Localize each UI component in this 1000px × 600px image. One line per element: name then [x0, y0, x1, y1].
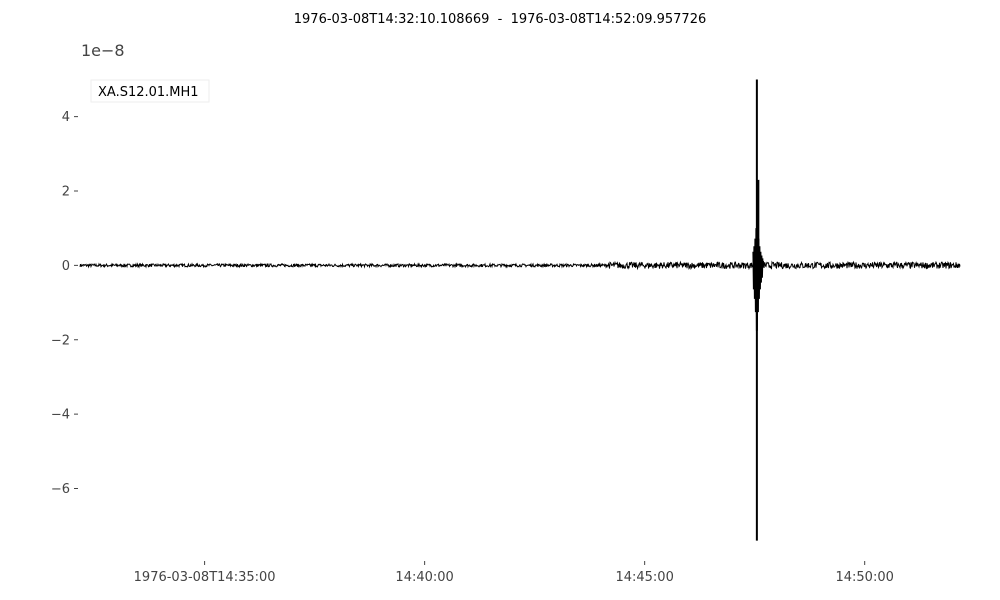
y-tick-label: 0	[62, 259, 70, 274]
y-tick-label: 4	[62, 110, 70, 125]
x-axis: 1976-03-08T14:35:00 14:40:00 14:45:00 14:50…	[134, 561, 894, 585]
x-tick-label: 14:50:00	[835, 570, 893, 585]
x-tick-label: 14:40:00	[395, 570, 453, 585]
x-tick-label: 1976-03-08T14:35:00	[134, 570, 276, 585]
trace-burst	[753, 241, 765, 273]
trace-group	[79, 79, 961, 541]
y-axis: −6 −4 −2 0 2 4	[51, 110, 78, 497]
chart-title: 1976-03-08T14:32:10.108669 - 1976-03-08T…	[293, 12, 707, 27]
y-exponent-label: 1e−8	[81, 41, 125, 60]
legend-frame	[90, 79, 210, 103]
legend-entry: XA.S12.01.MH1	[98, 85, 199, 100]
trace-line	[79, 260, 961, 271]
y-tick-label: −2	[51, 333, 70, 348]
legend: XA.S12.01.MH1	[90, 79, 210, 103]
y-tick-label: −6	[51, 482, 70, 497]
x-tick-label: 14:45:00	[615, 570, 673, 585]
y-tick-label: −4	[51, 408, 70, 423]
y-tick-label: 2	[62, 185, 70, 200]
